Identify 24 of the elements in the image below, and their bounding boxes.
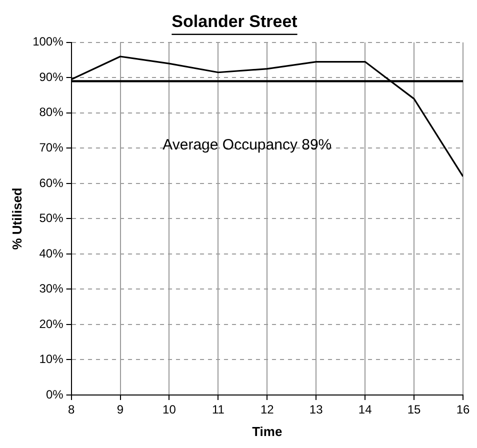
ref-line-label: Average Occupancy 89% [162, 136, 332, 154]
y-axis-title: % Utilised [9, 188, 24, 250]
x-tick-label: 9 [116, 402, 124, 417]
y-tick-label: 20% [39, 316, 64, 331]
y-tick-label: 40% [39, 246, 64, 260]
y-tick-label: 50% [39, 211, 64, 226]
x-tick-label: 8 [68, 402, 75, 417]
x-tick-label: 14 [358, 402, 372, 417]
x-tick-label: 13 [309, 402, 324, 417]
y-tick-label: 80% [39, 105, 64, 120]
y-tick-label: 100% [32, 34, 64, 49]
y-tick-label: 0% [46, 387, 64, 402]
y-tick-label: 30% [39, 282, 64, 296]
x-tick-label: 16 [456, 402, 470, 417]
x-tick-label: 15 [407, 402, 422, 417]
x-tick-label: 12 [260, 402, 274, 417]
y-tick-label: 70% [39, 140, 64, 154]
x-axis-title: Time [252, 424, 282, 439]
y-tick-label: 10% [39, 352, 64, 366]
x-tick-label: 10 [162, 402, 176, 417]
x-tick-label: 11 [212, 402, 225, 417]
y-tick-label: 60% [39, 176, 64, 190]
y-tick-label: 90% [39, 70, 64, 84]
chart-title: Solander Street [172, 12, 298, 31]
